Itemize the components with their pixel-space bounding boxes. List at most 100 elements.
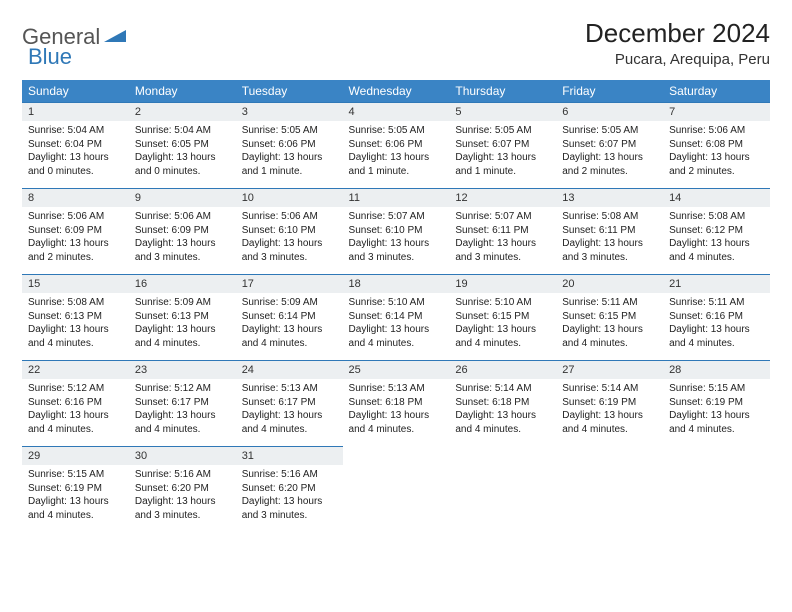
sunset-line: Sunset: 6:16 PM (28, 396, 123, 410)
daylight-line: Daylight: 13 hours and 4 minutes. (562, 409, 657, 436)
day-number: 5 (449, 102, 556, 121)
title-block: December 2024 Pucara, Arequipa, Peru (585, 18, 770, 68)
day-details: Sunrise: 5:07 AMSunset: 6:11 PMDaylight:… (449, 207, 556, 270)
weekday-row: SundayMondayTuesdayWednesdayThursdayFrid… (22, 80, 770, 102)
sunrise-line: Sunrise: 5:05 AM (242, 124, 337, 138)
day-details: Sunrise: 5:04 AMSunset: 6:05 PMDaylight:… (129, 121, 236, 184)
day-number: 28 (663, 360, 770, 379)
day-number: 7 (663, 102, 770, 121)
sunset-line: Sunset: 6:11 PM (562, 224, 657, 238)
day-cell: 2Sunrise: 5:04 AMSunset: 6:05 PMDaylight… (129, 102, 236, 188)
day-number: 16 (129, 274, 236, 293)
day-details: Sunrise: 5:07 AMSunset: 6:10 PMDaylight:… (343, 207, 450, 270)
day-number: 14 (663, 188, 770, 207)
sunrise-line: Sunrise: 5:06 AM (242, 210, 337, 224)
day-number: 13 (556, 188, 663, 207)
day-cell: 14Sunrise: 5:08 AMSunset: 6:12 PMDayligh… (663, 188, 770, 274)
month-title: December 2024 (585, 18, 770, 49)
sunset-line: Sunset: 6:14 PM (349, 310, 444, 324)
day-number: 19 (449, 274, 556, 293)
daylight-line: Daylight: 13 hours and 2 minutes. (562, 151, 657, 178)
day-number: 6 (556, 102, 663, 121)
sunrise-line: Sunrise: 5:09 AM (135, 296, 230, 310)
day-details: Sunrise: 5:15 AMSunset: 6:19 PMDaylight:… (22, 465, 129, 528)
day-details: Sunrise: 5:08 AMSunset: 6:12 PMDaylight:… (663, 207, 770, 270)
day-cell: 7Sunrise: 5:06 AMSunset: 6:08 PMDaylight… (663, 102, 770, 188)
day-cell: 20Sunrise: 5:11 AMSunset: 6:15 PMDayligh… (556, 274, 663, 360)
sunrise-line: Sunrise: 5:09 AM (242, 296, 337, 310)
day-details: Sunrise: 5:06 AMSunset: 6:09 PMDaylight:… (22, 207, 129, 270)
sunrise-line: Sunrise: 5:10 AM (455, 296, 550, 310)
day-number: 9 (129, 188, 236, 207)
sunset-line: Sunset: 6:09 PM (135, 224, 230, 238)
sunset-line: Sunset: 6:19 PM (562, 396, 657, 410)
daylight-line: Daylight: 13 hours and 3 minutes. (455, 237, 550, 264)
sunset-line: Sunset: 6:04 PM (28, 138, 123, 152)
day-details: Sunrise: 5:14 AMSunset: 6:19 PMDaylight:… (556, 379, 663, 442)
daylight-line: Daylight: 13 hours and 0 minutes. (28, 151, 123, 178)
sunset-line: Sunset: 6:15 PM (455, 310, 550, 324)
day-number: 30 (129, 446, 236, 465)
daylight-line: Daylight: 13 hours and 3 minutes. (562, 237, 657, 264)
day-number: 2 (129, 102, 236, 121)
sunrise-line: Sunrise: 5:11 AM (669, 296, 764, 310)
day-cell: 31Sunrise: 5:16 AMSunset: 6:20 PMDayligh… (236, 446, 343, 532)
sunset-line: Sunset: 6:15 PM (562, 310, 657, 324)
week-row: 1Sunrise: 5:04 AMSunset: 6:04 PMDaylight… (22, 102, 770, 188)
day-number: 17 (236, 274, 343, 293)
sunrise-line: Sunrise: 5:15 AM (28, 468, 123, 482)
sunrise-line: Sunrise: 5:04 AM (28, 124, 123, 138)
sunset-line: Sunset: 6:18 PM (455, 396, 550, 410)
sunset-line: Sunset: 6:19 PM (669, 396, 764, 410)
week-row: 22Sunrise: 5:12 AMSunset: 6:16 PMDayligh… (22, 360, 770, 446)
day-cell: 29Sunrise: 5:15 AMSunset: 6:19 PMDayligh… (22, 446, 129, 532)
sunset-line: Sunset: 6:06 PM (349, 138, 444, 152)
day-details: Sunrise: 5:09 AMSunset: 6:14 PMDaylight:… (236, 293, 343, 356)
day-number: 20 (556, 274, 663, 293)
day-details: Sunrise: 5:09 AMSunset: 6:13 PMDaylight:… (129, 293, 236, 356)
day-details: Sunrise: 5:08 AMSunset: 6:11 PMDaylight:… (556, 207, 663, 270)
sunset-line: Sunset: 6:12 PM (669, 224, 764, 238)
sunrise-line: Sunrise: 5:06 AM (28, 210, 123, 224)
sunset-line: Sunset: 6:18 PM (349, 396, 444, 410)
daylight-line: Daylight: 13 hours and 3 minutes. (135, 495, 230, 522)
day-details: Sunrise: 5:15 AMSunset: 6:19 PMDaylight:… (663, 379, 770, 442)
weekday-header: Thursday (449, 80, 556, 102)
day-cell (556, 446, 663, 532)
day-number: 8 (22, 188, 129, 207)
sunrise-line: Sunrise: 5:08 AM (562, 210, 657, 224)
day-cell (343, 446, 450, 532)
sunset-line: Sunset: 6:11 PM (455, 224, 550, 238)
sunset-line: Sunset: 6:20 PM (135, 482, 230, 496)
daylight-line: Daylight: 13 hours and 4 minutes. (349, 323, 444, 350)
day-cell: 4Sunrise: 5:05 AMSunset: 6:06 PMDaylight… (343, 102, 450, 188)
day-cell: 26Sunrise: 5:14 AMSunset: 6:18 PMDayligh… (449, 360, 556, 446)
sunset-line: Sunset: 6:10 PM (242, 224, 337, 238)
week-row: 15Sunrise: 5:08 AMSunset: 6:13 PMDayligh… (22, 274, 770, 360)
sunrise-line: Sunrise: 5:14 AM (455, 382, 550, 396)
day-details: Sunrise: 5:05 AMSunset: 6:07 PMDaylight:… (556, 121, 663, 184)
sunset-line: Sunset: 6:13 PM (135, 310, 230, 324)
sunset-line: Sunset: 6:19 PM (28, 482, 123, 496)
daylight-line: Daylight: 13 hours and 4 minutes. (455, 323, 550, 350)
location-text: Pucara, Arequipa, Peru (585, 51, 770, 68)
sunrise-line: Sunrise: 5:08 AM (28, 296, 123, 310)
calendar-page: General December 2024 Pucara, Arequipa, … (0, 0, 792, 612)
day-cell: 8Sunrise: 5:06 AMSunset: 6:09 PMDaylight… (22, 188, 129, 274)
sunrise-line: Sunrise: 5:12 AM (28, 382, 123, 396)
day-details: Sunrise: 5:12 AMSunset: 6:17 PMDaylight:… (129, 379, 236, 442)
brand-part2: Blue (28, 44, 72, 70)
daylight-line: Daylight: 13 hours and 4 minutes. (242, 323, 337, 350)
daylight-line: Daylight: 13 hours and 1 minute. (242, 151, 337, 178)
daylight-line: Daylight: 13 hours and 4 minutes. (28, 409, 123, 436)
week-row: 29Sunrise: 5:15 AMSunset: 6:19 PMDayligh… (22, 446, 770, 532)
sunset-line: Sunset: 6:10 PM (349, 224, 444, 238)
calendar-table: SundayMondayTuesdayWednesdayThursdayFrid… (22, 80, 770, 532)
day-number: 4 (343, 102, 450, 121)
sunset-line: Sunset: 6:13 PM (28, 310, 123, 324)
day-cell: 30Sunrise: 5:16 AMSunset: 6:20 PMDayligh… (129, 446, 236, 532)
day-cell: 18Sunrise: 5:10 AMSunset: 6:14 PMDayligh… (343, 274, 450, 360)
sunrise-line: Sunrise: 5:06 AM (669, 124, 764, 138)
sunset-line: Sunset: 6:16 PM (669, 310, 764, 324)
day-cell: 10Sunrise: 5:06 AMSunset: 6:10 PMDayligh… (236, 188, 343, 274)
